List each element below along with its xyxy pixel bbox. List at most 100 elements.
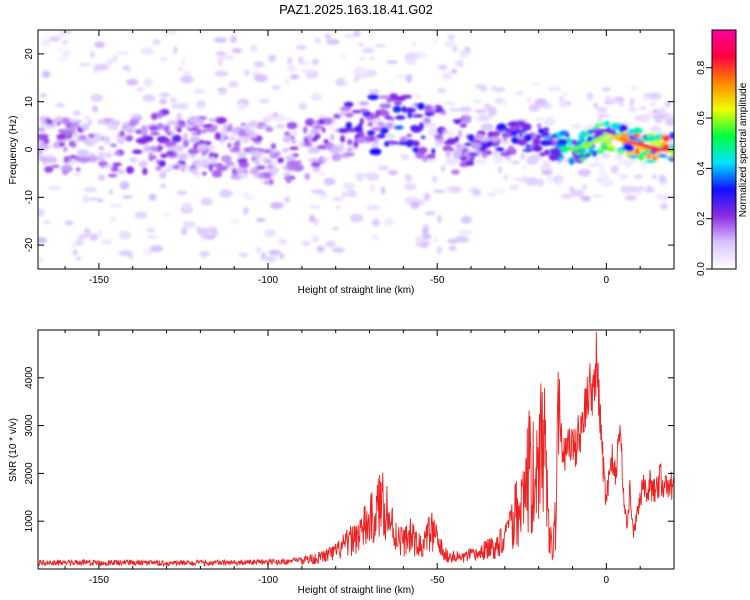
heatmap-cell (251, 150, 263, 158)
heatmap-cell (379, 103, 390, 108)
heatmap-cell (308, 158, 319, 162)
heatmap-cell (371, 218, 381, 227)
heatmap-cell (336, 205, 341, 209)
heatmap-cell (173, 46, 178, 55)
figure-title: PAZ1.2025.163.18.41.G02 (279, 2, 433, 17)
heatmap-cell (39, 93, 47, 98)
heatmap-cell (451, 68, 458, 75)
heatmap-cell (462, 115, 472, 124)
heatmap-cell (638, 185, 644, 192)
heatmap-cell (97, 151, 106, 156)
heatmap-cell (445, 150, 451, 158)
heatmap-cell (452, 151, 461, 159)
heatmap-cell (441, 129, 448, 134)
heatmap-cell (221, 54, 235, 60)
y-tick-label: 4000 (24, 366, 35, 389)
heatmap-cell (353, 77, 360, 83)
heatmap-cell (601, 87, 612, 92)
heatmap-cell (220, 128, 229, 137)
heatmap-cell (641, 150, 649, 157)
heatmap-cell (456, 147, 462, 153)
heatmap-cell (362, 47, 375, 54)
heatmap-cell (201, 129, 208, 134)
heatmap-cell (650, 126, 662, 133)
heatmap-cell (354, 66, 368, 76)
heatmap-cell (109, 203, 123, 208)
heatmap-cell (83, 115, 91, 120)
heatmap-cell (459, 123, 467, 128)
heatmap-cell (298, 102, 308, 111)
heatmap-cell (160, 137, 171, 143)
heatmap-cell (176, 126, 182, 133)
heatmap-cell (318, 118, 325, 125)
heatmap-cell (202, 150, 208, 155)
heatmap-cell (38, 127, 46, 132)
heatmap-cell (517, 139, 527, 146)
heatmap-cell (88, 155, 98, 163)
heatmap-cell (183, 132, 188, 141)
heatmap-cell (227, 142, 232, 149)
heatmap-cell (592, 128, 603, 134)
heatmap-cell (176, 189, 187, 196)
heatmap-cell (197, 143, 209, 151)
heatmap-cell (610, 165, 619, 174)
heatmap-cell (81, 123, 90, 131)
heatmap-cell (253, 157, 260, 166)
heatmap-cell (150, 112, 158, 121)
heatmap-cell (509, 183, 520, 191)
heatmap-cell (92, 105, 98, 113)
heatmap-cell (152, 39, 161, 46)
heatmap-cell (520, 122, 528, 128)
heatmap-cell (565, 133, 570, 138)
colorbar-label: Normalized spectral amplitude (738, 82, 749, 217)
heatmap-cell (129, 157, 138, 163)
heatmap-cell (600, 143, 607, 149)
heatmap-cell (116, 50, 130, 56)
heatmap-cell (121, 125, 128, 130)
heatmap-cell (130, 113, 143, 119)
heatmap-cell (231, 167, 237, 176)
heatmap-cell (140, 128, 148, 137)
heatmap-cell (342, 192, 347, 197)
spectrogram-y-ticks: 20 10 0 -10 -20 (24, 48, 674, 252)
heatmap-cell (384, 140, 390, 147)
snr-y-ticks: 1000 2000 3000 4000 (24, 366, 674, 532)
heatmap-cell (543, 149, 551, 156)
heatmap-cell (557, 178, 563, 187)
y-tick-label: 20 (24, 48, 35, 60)
colorbar-ticks: 0.0 0.2 0.4 0.6 0.8 (696, 60, 712, 276)
heatmap-cell (401, 106, 407, 113)
heatmap-cell (541, 170, 553, 176)
heatmap-cell (38, 237, 47, 244)
heatmap-cell (471, 188, 482, 197)
heatmap-cell (343, 152, 355, 157)
heatmap-cell (432, 189, 446, 193)
heatmap-cell (129, 118, 139, 126)
heatmap-cell (376, 133, 386, 139)
heatmap-cell (249, 145, 255, 154)
heatmap-peak (663, 147, 671, 152)
heatmap-cell (202, 171, 207, 176)
heatmap-cell (470, 142, 482, 150)
heatmap-cell (56, 48, 64, 52)
heatmap-cell (64, 220, 74, 226)
heatmap-cell (313, 217, 320, 227)
heatmap-cell (302, 240, 311, 246)
heatmap-cell (126, 166, 135, 174)
heatmap-cell (670, 154, 674, 159)
heatmap-cell (182, 139, 189, 148)
heatmap-cell (172, 164, 180, 170)
heatmap-cell (311, 58, 319, 66)
heatmap-cell (435, 246, 443, 255)
heatmap-cell (75, 167, 81, 172)
heatmap-cell (393, 125, 404, 130)
heatmap-cell (536, 178, 545, 187)
heatmap-cell (229, 219, 239, 224)
heatmap-cell (136, 86, 144, 92)
heatmap-cell (434, 134, 444, 140)
heatmap-cell (641, 138, 650, 142)
heatmap-cell (140, 47, 154, 56)
heatmap-cell (228, 81, 239, 88)
heatmap-cell (317, 194, 329, 199)
heatmap-cell (170, 103, 185, 109)
